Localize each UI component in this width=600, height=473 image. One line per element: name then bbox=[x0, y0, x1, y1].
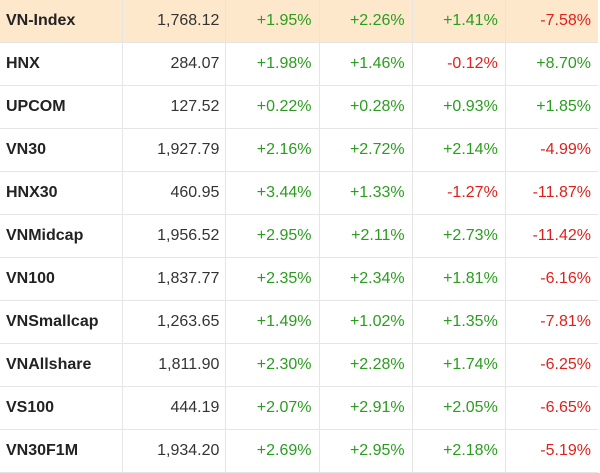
index-change-4: -5.19% bbox=[505, 429, 598, 473]
index-change-2: +2.95% bbox=[319, 429, 413, 473]
index-change-4: +1.85% bbox=[505, 85, 598, 129]
index-change-4: -6.65% bbox=[505, 386, 598, 430]
index-change-2: +0.28% bbox=[319, 85, 413, 129]
index-change-4: -11.42% bbox=[505, 214, 598, 258]
index-change-1: +1.49% bbox=[225, 300, 320, 344]
index-name[interactable]: VN30F1M bbox=[0, 429, 124, 473]
index-change-2: +2.91% bbox=[319, 386, 413, 430]
index-change-3: +2.18% bbox=[412, 429, 506, 473]
index-change-2: +2.72% bbox=[319, 128, 413, 172]
index-row[interactable]: VNMidcap 1,956.52 +2.95% +2.11% +2.73% -11.42… bbox=[0, 214, 598, 258]
index-row[interactable]: VN30 1,927.79 +2.16% +2.72% +2.14% -4.99% bbox=[0, 128, 598, 172]
index-change-1: +2.69% bbox=[225, 429, 320, 473]
index-value: 444.19 bbox=[122, 386, 227, 430]
index-row[interactable]: UPCOM 127.52 +0.22% +0.28% +0.93% +1.85% bbox=[0, 85, 598, 129]
index-name[interactable]: VN-Index bbox=[0, 0, 124, 43]
index-change-4: -4.99% bbox=[505, 128, 598, 172]
index-value: 1,768.12 bbox=[122, 0, 227, 43]
index-change-4: -7.81% bbox=[505, 300, 598, 344]
index-row[interactable]: VS100 444.19 +2.07% +2.91% +2.05% -6.65% bbox=[0, 386, 598, 430]
index-change-3: +2.73% bbox=[412, 214, 506, 258]
index-change-4: -6.16% bbox=[505, 257, 598, 301]
index-name[interactable]: VNSmallcap bbox=[0, 300, 124, 344]
index-change-3: +2.14% bbox=[412, 128, 506, 172]
index-change-3: +1.41% bbox=[412, 0, 506, 43]
index-change-2: +1.02% bbox=[319, 300, 413, 344]
index-change-3: -0.12% bbox=[412, 42, 506, 86]
index-name[interactable]: UPCOM bbox=[0, 85, 124, 129]
index-change-1: +0.22% bbox=[225, 85, 320, 129]
index-name[interactable]: VN100 bbox=[0, 257, 124, 301]
index-value: 1,837.77 bbox=[122, 257, 227, 301]
index-change-3: +2.05% bbox=[412, 386, 506, 430]
index-change-1: +2.30% bbox=[225, 343, 320, 387]
index-change-4: -11.87% bbox=[505, 171, 598, 215]
index-row[interactable]: VNSmallcap 1,263.65 +1.49% +1.02% +1.35% -7.8… bbox=[0, 300, 598, 344]
index-change-2: +1.46% bbox=[319, 42, 413, 86]
index-change-1: +2.35% bbox=[225, 257, 320, 301]
index-value: 1,927.79 bbox=[122, 128, 227, 172]
index-change-3: +1.74% bbox=[412, 343, 506, 387]
index-change-2: +1.33% bbox=[319, 171, 413, 215]
index-name[interactable]: HNX bbox=[0, 42, 124, 86]
index-change-4: -7.58% bbox=[505, 0, 598, 43]
index-row[interactable]: VN30F1M 1,934.20 +2.69% +2.95% +2.18% -5.19% bbox=[0, 429, 598, 473]
index-change-1: +3.44% bbox=[225, 171, 320, 215]
index-row[interactable]: HNX30 460.95 +3.44% +1.33% -1.27% -11.87% bbox=[0, 171, 598, 215]
index-row[interactable]: VNAllshare 1,811.90 +2.30% +2.28% +1.74% -6.2… bbox=[0, 343, 598, 387]
index-name[interactable]: VS100 bbox=[0, 386, 124, 430]
index-change-3: -1.27% bbox=[412, 171, 506, 215]
index-change-2: +2.28% bbox=[319, 343, 413, 387]
index-change-2: +2.34% bbox=[319, 257, 413, 301]
index-change-1: +2.16% bbox=[225, 128, 320, 172]
index-change-4: +8.70% bbox=[505, 42, 598, 86]
index-name[interactable]: VN30 bbox=[0, 128, 124, 172]
index-name[interactable]: VNAllshare bbox=[0, 343, 124, 387]
index-change-3: +1.35% bbox=[412, 300, 506, 344]
index-value: 284.07 bbox=[122, 42, 227, 86]
index-name[interactable]: HNX30 bbox=[0, 171, 124, 215]
index-row[interactable]: VN-Index 1,768.12 +1.95% +2.26% +1.41% -7.58% bbox=[0, 0, 598, 43]
index-value: 1,263.65 bbox=[122, 300, 227, 344]
index-change-3: +0.93% bbox=[412, 85, 506, 129]
index-value: 460.95 bbox=[122, 171, 227, 215]
index-change-2: +2.26% bbox=[319, 0, 413, 43]
index-change-2: +2.11% bbox=[319, 214, 413, 258]
index-name[interactable]: VNMidcap bbox=[0, 214, 124, 258]
index-change-1: +1.95% bbox=[225, 0, 320, 43]
index-change-1: +1.98% bbox=[225, 42, 320, 86]
index-change-1: +2.95% bbox=[225, 214, 320, 258]
index-value: 1,811.90 bbox=[122, 343, 227, 387]
index-row[interactable]: HNX 284.07 +1.98% +1.46% -0.12% +8.70% bbox=[0, 42, 598, 86]
index-value: 1,934.20 bbox=[122, 429, 227, 473]
index-row[interactable]: VN100 1,837.77 +2.35% +2.34% +1.81% -6.16% bbox=[0, 257, 598, 301]
index-change-1: +2.07% bbox=[225, 386, 320, 430]
index-change-3: +1.81% bbox=[412, 257, 506, 301]
index-value: 1,956.52 bbox=[122, 214, 227, 258]
index-change-4: -6.25% bbox=[505, 343, 598, 387]
index-value: 127.52 bbox=[122, 85, 227, 129]
